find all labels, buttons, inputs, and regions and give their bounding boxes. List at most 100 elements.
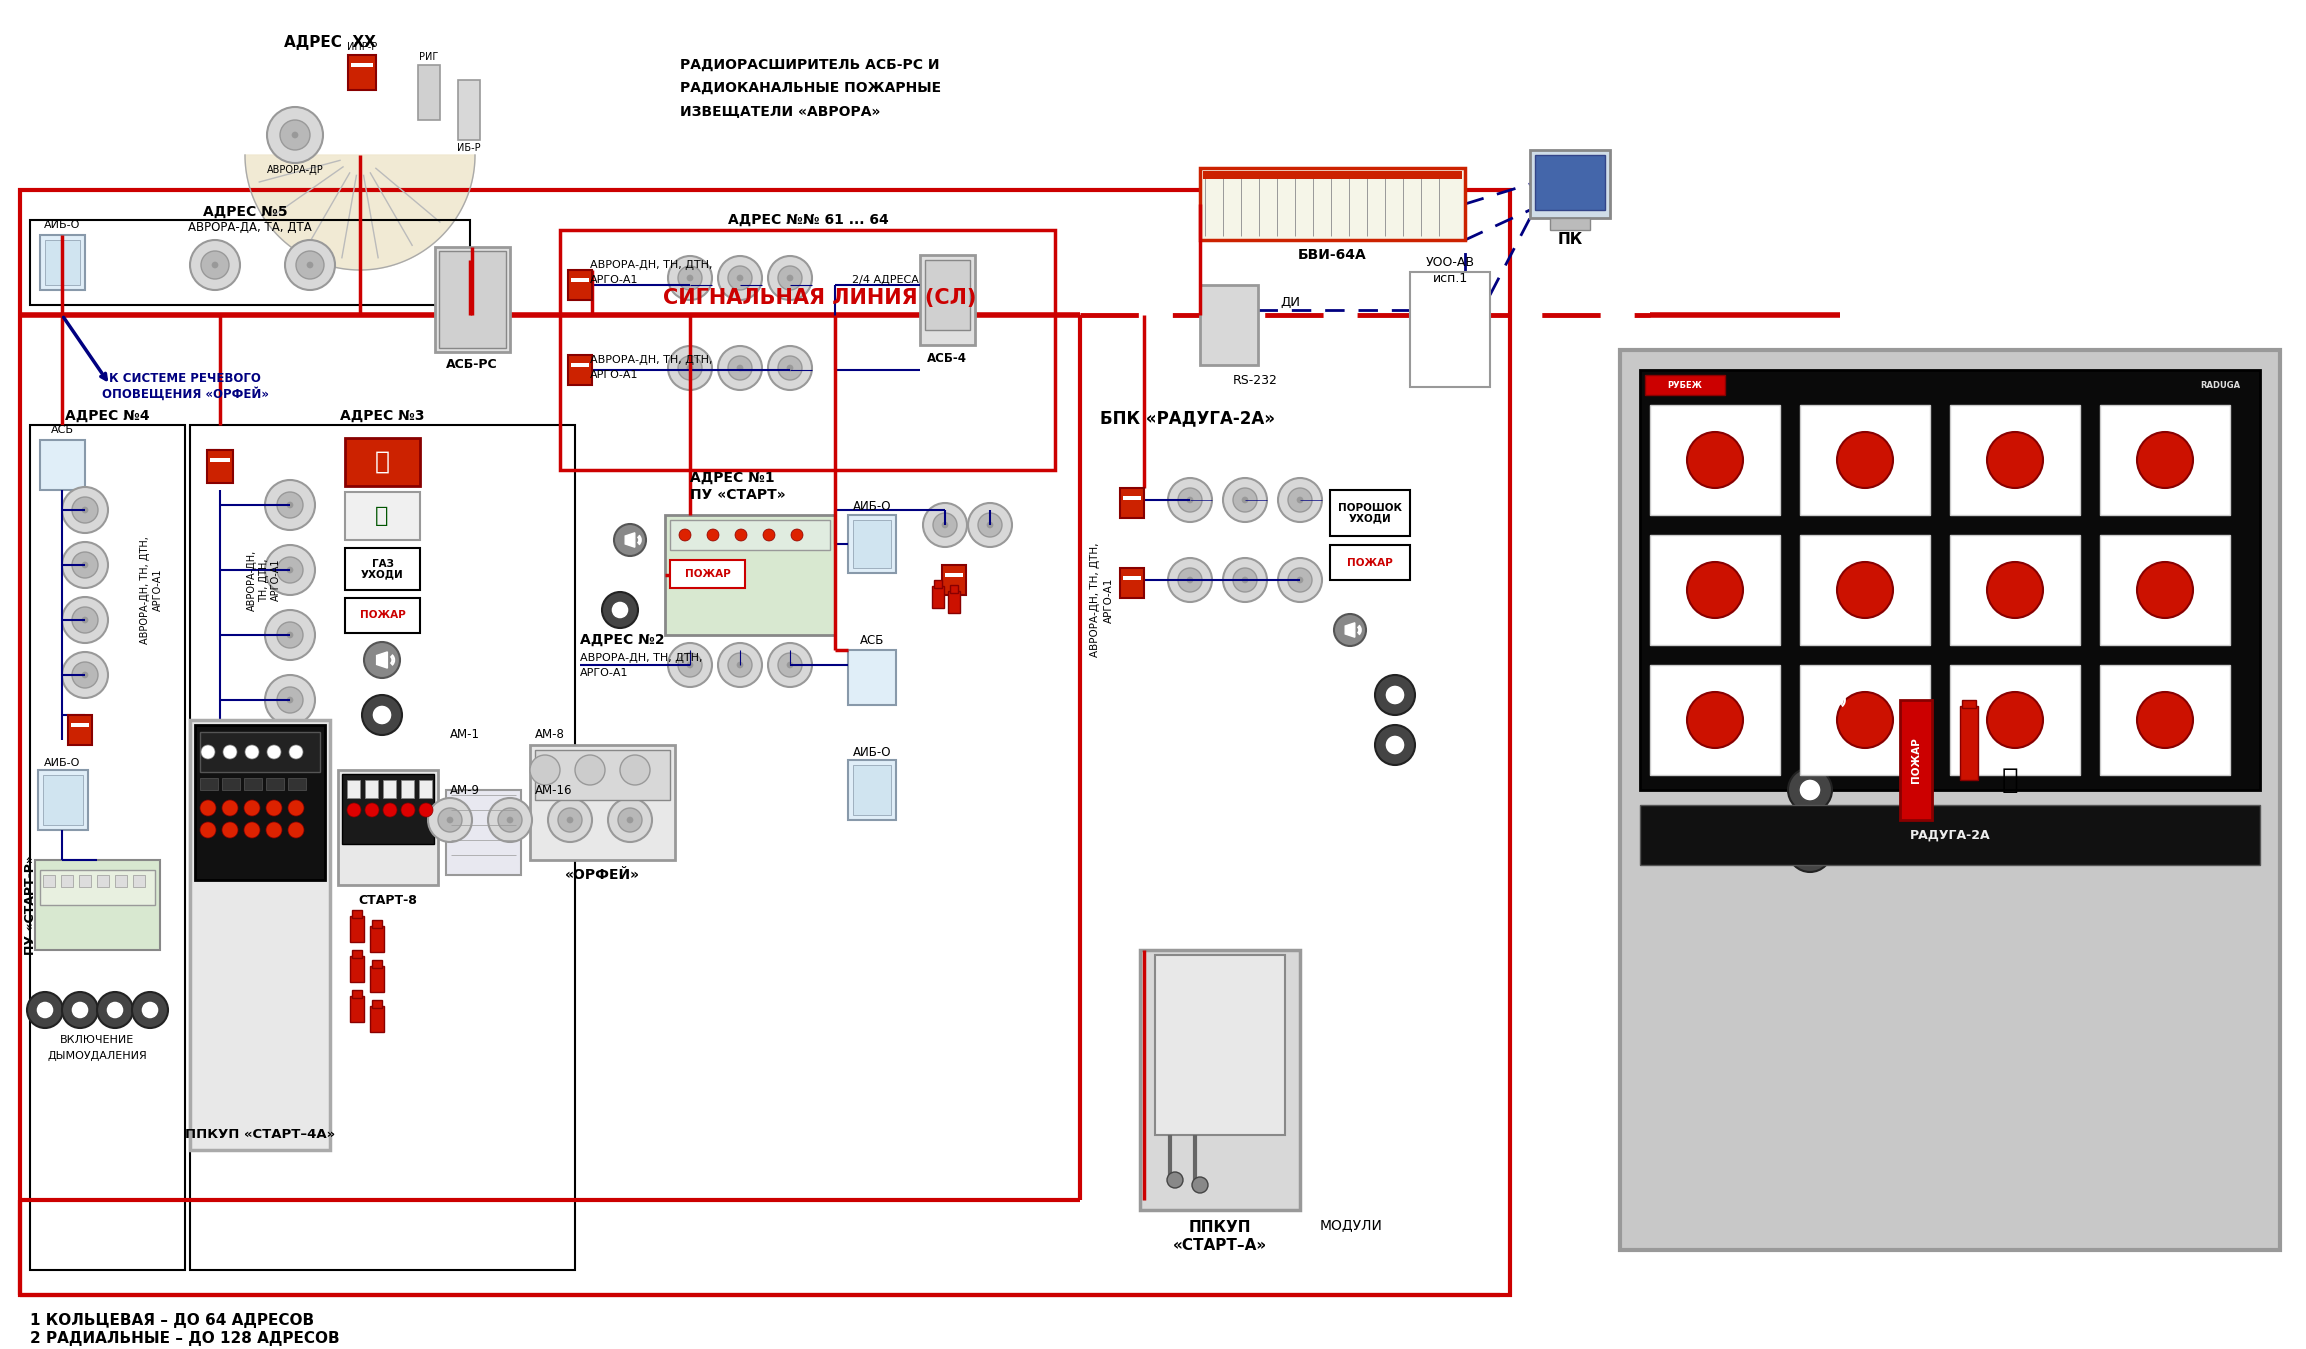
- Text: ПОЖАР: ПОЖАР: [685, 569, 731, 579]
- Circle shape: [288, 800, 304, 816]
- Bar: [1644, 375, 1725, 395]
- Bar: [849, 759, 897, 820]
- Circle shape: [1192, 1176, 1208, 1193]
- Bar: [1621, 349, 2281, 1251]
- Circle shape: [267, 745, 281, 759]
- Circle shape: [763, 529, 775, 541]
- Circle shape: [1178, 488, 1201, 513]
- Bar: [346, 598, 420, 633]
- Circle shape: [1188, 496, 1192, 503]
- Circle shape: [221, 822, 238, 838]
- Text: АВРОРА-ДР: АВРОРА-ДР: [267, 165, 323, 175]
- Text: АМ-1: АМ-1: [450, 728, 480, 742]
- Bar: [288, 778, 307, 791]
- Polygon shape: [1344, 623, 1356, 637]
- Text: УОО-АВ: УОО-АВ: [1425, 256, 1474, 270]
- Circle shape: [1838, 692, 1893, 747]
- Bar: [346, 780, 360, 799]
- Circle shape: [1838, 432, 1893, 488]
- Bar: [35, 861, 159, 950]
- Circle shape: [2138, 692, 2193, 747]
- Bar: [849, 515, 897, 573]
- Circle shape: [83, 563, 88, 568]
- Circle shape: [1278, 558, 1321, 602]
- Circle shape: [265, 610, 316, 660]
- Circle shape: [768, 345, 812, 390]
- Bar: [97, 876, 108, 888]
- Circle shape: [97, 992, 134, 1028]
- Bar: [30, 425, 184, 1269]
- Circle shape: [71, 552, 97, 577]
- Text: ИБ-Р: ИБ-Р: [457, 143, 482, 152]
- Circle shape: [729, 653, 752, 677]
- Bar: [2101, 405, 2230, 515]
- Bar: [853, 765, 890, 815]
- Text: БВИ-64А: БВИ-64А: [1298, 248, 1367, 262]
- Circle shape: [1386, 685, 1404, 706]
- Circle shape: [717, 643, 761, 687]
- Bar: [371, 960, 383, 969]
- Circle shape: [371, 706, 392, 724]
- Bar: [71, 723, 90, 727]
- Bar: [39, 440, 85, 490]
- Circle shape: [288, 745, 302, 759]
- Circle shape: [224, 745, 238, 759]
- Bar: [572, 363, 588, 367]
- Bar: [560, 229, 1056, 469]
- Circle shape: [1386, 735, 1404, 755]
- Text: ИЗВЕЩАТЕЛИ «АВРОРА»: ИЗВЕЩАТЕЛИ «АВРОРА»: [680, 104, 881, 117]
- Bar: [853, 519, 890, 568]
- Circle shape: [1222, 478, 1266, 522]
- Circle shape: [131, 992, 168, 1028]
- Circle shape: [791, 529, 802, 541]
- Circle shape: [71, 662, 97, 688]
- Bar: [201, 733, 321, 772]
- Bar: [1121, 568, 1144, 598]
- Circle shape: [83, 672, 88, 679]
- Bar: [371, 920, 383, 928]
- Bar: [1801, 665, 1930, 774]
- Circle shape: [62, 652, 108, 697]
- Text: АМ-16: АМ-16: [535, 784, 572, 796]
- Circle shape: [62, 598, 108, 643]
- Circle shape: [1799, 778, 1822, 801]
- Text: МОДУЛИ: МОДУЛИ: [1319, 1218, 1384, 1232]
- Circle shape: [447, 817, 452, 823]
- Text: 2 РАДИАЛЬНЫЕ – ДО 128 АДРЕСОВ: 2 РАДИАЛЬНЫЕ – ДО 128 АДРЕСОВ: [30, 1330, 339, 1345]
- Circle shape: [1787, 768, 1831, 812]
- Circle shape: [611, 602, 630, 619]
- Bar: [459, 80, 480, 140]
- Bar: [244, 778, 263, 791]
- Text: RS-232: RS-232: [1234, 374, 1278, 387]
- Text: АРГО-А1: АРГО-А1: [152, 569, 164, 611]
- Circle shape: [279, 120, 309, 150]
- Text: 🔧: 🔧: [376, 506, 390, 526]
- Circle shape: [768, 643, 812, 687]
- Bar: [401, 780, 415, 799]
- Circle shape: [687, 366, 694, 371]
- Circle shape: [738, 275, 743, 281]
- Circle shape: [669, 643, 713, 687]
- Text: ИПР-Р: ИПР-Р: [346, 42, 378, 53]
- Text: РУБЕЖ: РУБЕЖ: [1667, 380, 1702, 390]
- Bar: [420, 780, 431, 799]
- Text: АМ-9: АМ-9: [450, 784, 480, 796]
- Circle shape: [969, 503, 1012, 546]
- Bar: [1962, 700, 1976, 708]
- Circle shape: [1289, 568, 1312, 592]
- Text: АСБ: АСБ: [51, 425, 74, 434]
- Circle shape: [922, 503, 966, 546]
- Circle shape: [678, 356, 701, 380]
- Bar: [21, 190, 1510, 1295]
- Text: ОПОВЕЩЕНИЯ «ОРФЕЙ»: ОПОВЕЩЕНИЯ «ОРФЕЙ»: [101, 387, 267, 401]
- Circle shape: [1234, 568, 1257, 592]
- Circle shape: [777, 266, 802, 290]
- Circle shape: [83, 616, 88, 623]
- Bar: [664, 515, 835, 635]
- Circle shape: [613, 523, 646, 556]
- Bar: [530, 745, 676, 861]
- Bar: [932, 585, 943, 608]
- Text: АВРОРА-ДА, ТА, ДТА: АВРОРА-ДА, ТА, ДТА: [189, 220, 311, 233]
- Circle shape: [768, 256, 812, 299]
- Circle shape: [609, 799, 653, 842]
